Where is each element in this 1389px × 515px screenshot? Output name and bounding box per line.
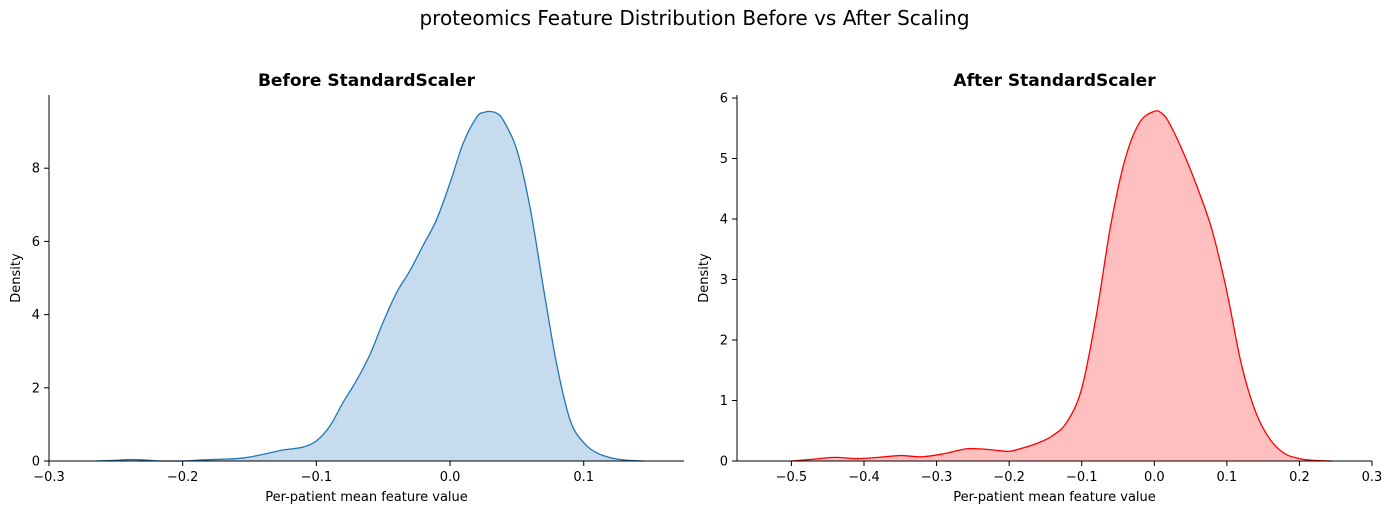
x-tick-label: 0.1 bbox=[573, 470, 594, 485]
x-tick-label: 0.1 bbox=[1217, 470, 1238, 485]
y-tick-label: 4 bbox=[32, 308, 40, 323]
y-tick-label: 4 bbox=[720, 213, 728, 228]
x-tick-label: −0.3 bbox=[921, 470, 953, 485]
y-tick-label: 2 bbox=[720, 334, 728, 349]
x-tick-label: −0.2 bbox=[167, 470, 199, 485]
y-axis-label: Density bbox=[9, 253, 24, 303]
x-tick-label: 0.0 bbox=[440, 470, 461, 485]
chart-title: Before StandardScaler bbox=[258, 71, 476, 91]
y-tick-label: 2 bbox=[32, 381, 40, 396]
y-tick-label: 0 bbox=[720, 455, 728, 470]
chart-panel-1: −0.3 −0.2 −0.1 0.0 0.1 0 2 4 6 8 Before StandardSc… bbox=[9, 71, 684, 505]
x-tick-label: −0.4 bbox=[848, 470, 880, 485]
figure-suptitle: proteomics Feature Distribution Before v… bbox=[419, 6, 970, 30]
y-tick-label: 1 bbox=[720, 394, 728, 409]
y-tick-label: 8 bbox=[32, 162, 40, 177]
x-tick-label: −0.5 bbox=[776, 470, 808, 485]
density-fill-area bbox=[95, 111, 644, 462]
density-fill-area bbox=[791, 110, 1333, 461]
y-tick-label: 5 bbox=[720, 152, 728, 167]
x-tick-label: −0.1 bbox=[1066, 470, 1098, 485]
density-curve-line bbox=[95, 110, 644, 462]
x-tick-label: 0.2 bbox=[1289, 470, 1310, 485]
x-axis-label: Per-patient mean feature value bbox=[953, 490, 1156, 505]
x-tick-label: 0.3 bbox=[1362, 470, 1383, 485]
x-tick-label: −0.1 bbox=[301, 470, 333, 485]
density-curve-line bbox=[791, 110, 1333, 462]
y-tick-label: 0 bbox=[32, 455, 40, 470]
x-axis-label: Per-patient mean feature value bbox=[265, 490, 468, 505]
y-tick-label: 3 bbox=[720, 273, 728, 288]
chart-title: After StandardScaler bbox=[953, 71, 1156, 91]
y-axis-label: Density bbox=[697, 253, 712, 303]
x-tick-label: −0.3 bbox=[33, 470, 65, 485]
y-tick-label: 6 bbox=[720, 92, 728, 107]
y-tick-label: 6 bbox=[32, 235, 40, 250]
x-tick-label: 0.0 bbox=[1144, 470, 1165, 485]
chart-panel-2: −0.5 −0.4 −0.3 −0.2 −0.1 0.0 0.1 0.2 0.3 0 1 2 3 4 5 6 A… bbox=[697, 71, 1382, 505]
x-tick-label: −0.2 bbox=[993, 470, 1025, 485]
